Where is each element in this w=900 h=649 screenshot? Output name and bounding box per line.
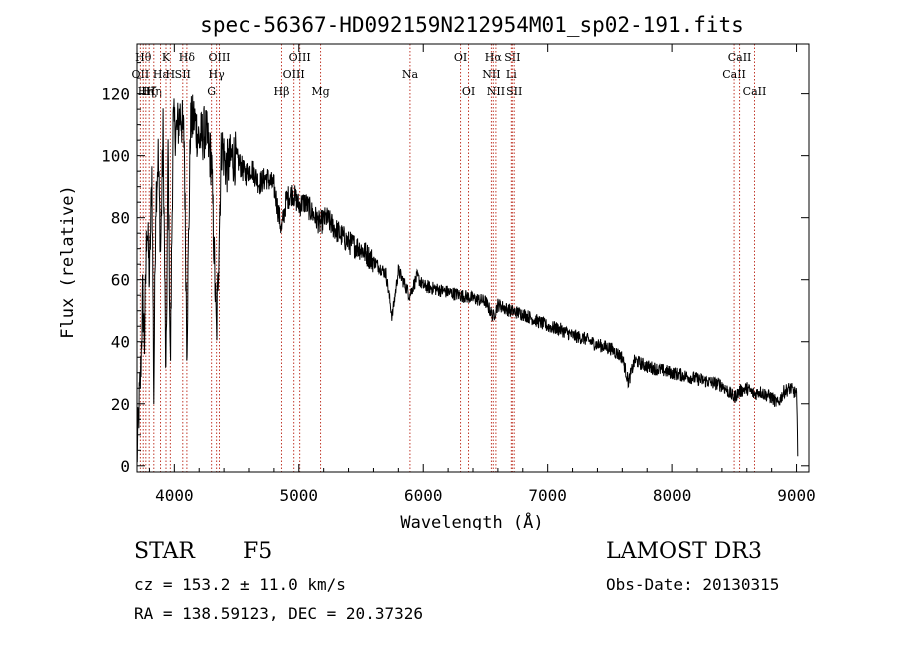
chart-title: spec-56367-HD092159N212954M01_sp02-191.f… <box>200 13 744 37</box>
survey-name: LAMOST DR3 <box>606 539 762 564</box>
x-tick-label-4: 8000 <box>653 486 692 505</box>
axes: 4000 5000 6000 7000 8000 9000 0 20 40 60 80 100 120 <box>101 44 816 505</box>
y-tick-label-4: 80 <box>111 209 130 228</box>
line-label-26: CaII <box>722 68 746 81</box>
line-label-17: Na <box>402 68 419 81</box>
object-subclass: F5 <box>243 539 273 564</box>
line-label-21: Hα <box>485 51 503 64</box>
line-label-19: OI <box>462 85 475 98</box>
line-label-27: CaII <box>728 51 752 64</box>
x-tick-label-3: 7000 <box>528 486 567 505</box>
y-tick-label-3: 60 <box>111 271 130 290</box>
line-label-10: G <box>207 85 216 98</box>
y-tick-label-1: 20 <box>111 395 130 414</box>
line-label-22: NII <box>487 85 505 98</box>
y-tick-label-0: 0 <box>120 457 130 476</box>
line-label-25: SII <box>506 85 522 98</box>
line-label-14: OIII <box>283 68 305 81</box>
x-tick-label-2: 6000 <box>404 486 443 505</box>
x-axis-label: Wavelength (Å) <box>400 511 543 530</box>
line-label-8: SII <box>175 68 191 81</box>
x-tick-label-1: 5000 <box>280 486 319 505</box>
line-label-3: Hζ <box>141 85 157 98</box>
spectrum-series <box>136 94 799 463</box>
line-label-9: Hδ <box>179 51 196 64</box>
plot-frame <box>136 43 810 473</box>
coordinates-readout: RA = 138.59123, DEC = 20.37326 <box>134 604 423 623</box>
line-label-28: CaII <box>743 85 767 98</box>
line-label-16: Mg <box>311 85 329 98</box>
y-axis-label: Flux (relative) <box>58 185 78 339</box>
observation-date: Obs-Date: 20130315 <box>606 575 780 594</box>
line-label-1: Hθ <box>135 51 152 64</box>
line-label-7: H <box>166 68 176 81</box>
line-label-5: Hε <box>153 68 169 81</box>
line-label-11: Hγ <box>209 68 226 81</box>
y-tick-label-6: 120 <box>101 85 130 104</box>
line-label-23: Li <box>506 68 517 81</box>
line-label-24: SII <box>504 51 520 64</box>
y-tick-label-2: 40 <box>111 333 130 352</box>
line-label-4: Hη <box>146 85 162 98</box>
line-label-6: K <box>162 51 171 64</box>
redshift-readout: cz = 153.2 ± 11.0 km/s <box>134 575 346 594</box>
y-tick-label-5: 100 <box>101 147 130 166</box>
line-label-18: OI <box>454 51 467 64</box>
x-tick-label-5: 9000 <box>777 486 816 505</box>
line-label-2: Hη <box>138 85 154 98</box>
line-label-20: NII <box>482 68 500 81</box>
line-label-12: OIII <box>208 51 230 64</box>
line-label-13: Hβ <box>274 85 290 98</box>
x-tick-label-0: 4000 <box>155 486 194 505</box>
spectrum-line <box>136 94 799 463</box>
object-class: STAR <box>134 539 195 564</box>
spectrum-chart: spec-56367-HD092159N212954M01_sp02-191.f… <box>58 13 816 530</box>
line-label-15: OIII <box>289 51 311 64</box>
line-label-0: OII <box>132 68 150 81</box>
